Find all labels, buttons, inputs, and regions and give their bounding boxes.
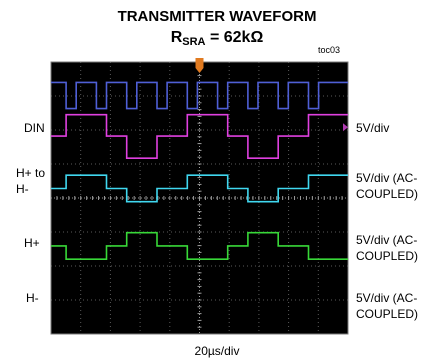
subtitle-subscript: SRA [182,36,206,48]
channel-scale-line: 5V/div (AC- [356,233,418,247]
chart-title: TRANSMITTER WAVEFORM [117,8,317,25]
channel-label-hminus: H- [26,290,39,306]
channel-label-line: H+ [24,236,40,250]
channel-scale-din: 5V/div [356,120,389,136]
channel-scale-line: 5V/div (AC- [356,291,418,305]
channel-label-din: DIN [24,120,45,136]
channel-scale-line: 5V/div (AC- [356,171,418,185]
subtitle-prefix: R [170,29,183,46]
reference-marker-hplus_hminus [343,123,348,132]
x-axis-label: 20µs/div [194,344,240,358]
channel-scale-line: COUPLED) [356,187,419,201]
channel-label-line: H+ to [16,166,46,180]
channel-scale-line: 5V/div [356,121,390,135]
channel-label-line: H- [26,291,39,305]
channel-label-hplus-to-hminus: H+ to H- [16,165,45,197]
trigger-marker [195,58,204,73]
figure-reference: toc03 [318,45,341,55]
channel-scale-hminus: 5V/div (AC- COUPLED) [356,290,418,322]
waveform-hplus [51,174,348,203]
chart-subtitle: RSRA = 62kΩ [0,29,434,48]
channel-scale-hplus-to-hminus: 5V/div (AC- COUPLED) [356,170,418,202]
subtitle-suffix: = 62kΩ [205,29,264,46]
waveform-hplus_hminus [51,113,348,159]
channel-scale-line: COUPLED) [356,307,419,321]
waveform-hminus [51,231,348,260]
channel-scale-line: COUPLED) [356,249,419,263]
channel-label-line: DIN [24,121,45,135]
channel-label-line: H- [16,182,29,196]
channel-label-hplus: H+ [24,235,40,251]
channel-scale-hplus: 5V/div (AC- COUPLED) [356,232,418,264]
waveform-din [51,81,348,110]
